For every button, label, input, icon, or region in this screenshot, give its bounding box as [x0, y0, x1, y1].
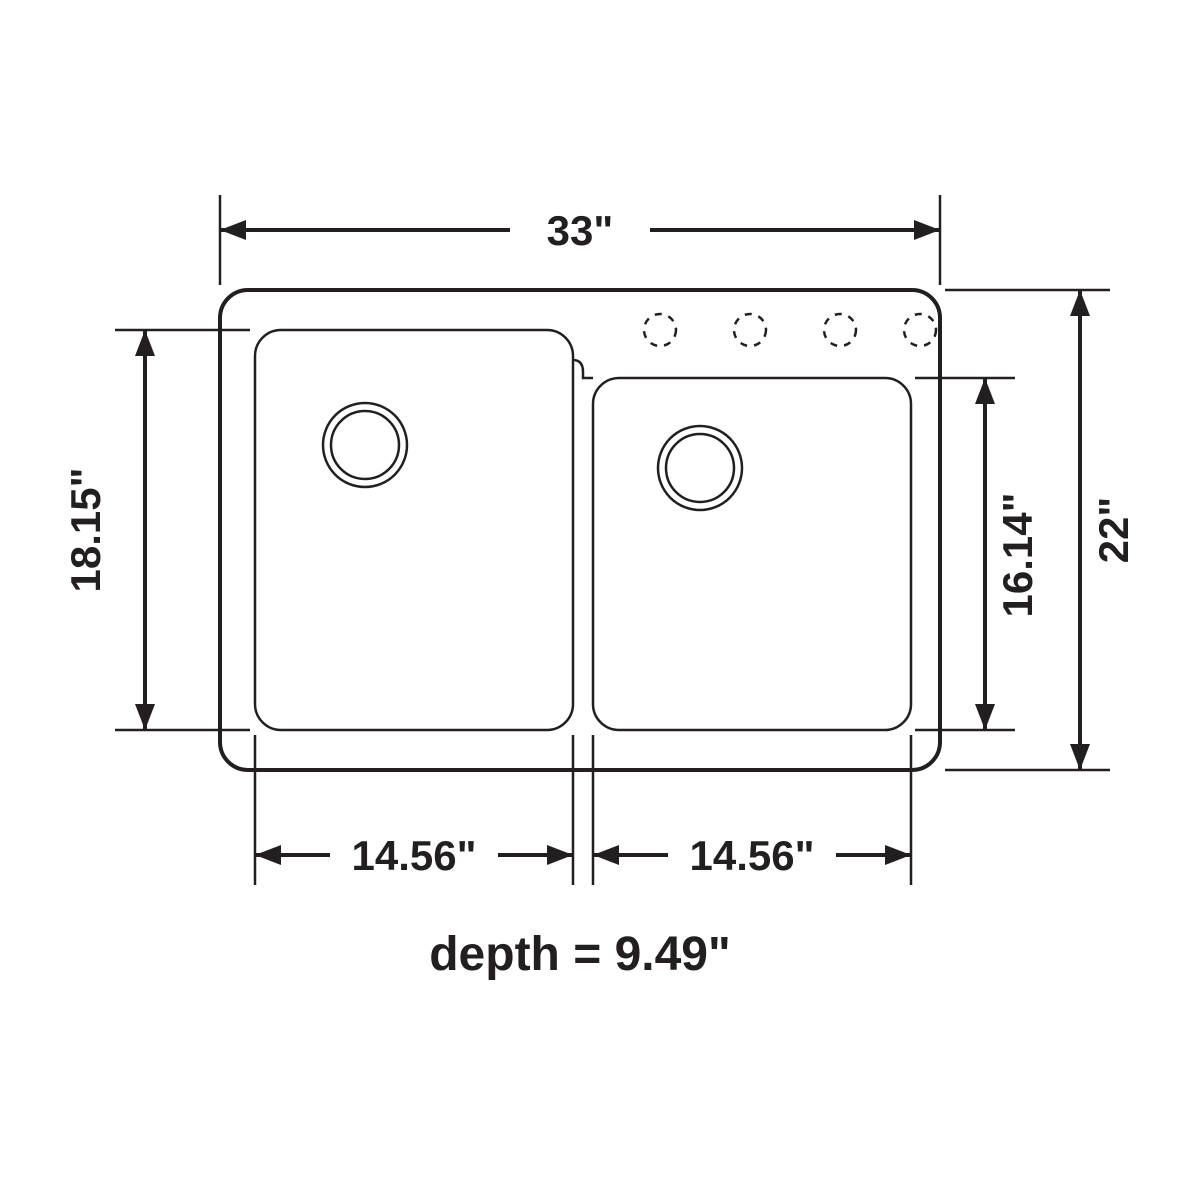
- right-drain: [658, 426, 742, 510]
- dim-right-bowl-width-label: 14.56": [689, 832, 814, 879]
- dim-overall-width: 33": [220, 195, 940, 285]
- dim-overall-height: 22": [945, 290, 1137, 770]
- dim-left-bowl-width-label: 14.56": [351, 832, 476, 879]
- bowl-divider: [573, 360, 593, 378]
- dim-left-bowl-height-label: 18.15": [62, 467, 109, 592]
- right-bowl: [593, 378, 911, 730]
- dim-overall-height-label: 22": [1090, 497, 1137, 564]
- faucet-holes: [644, 314, 936, 346]
- left-drain: [323, 403, 407, 487]
- dim-right-bowl-height-label: 16.14": [994, 492, 1041, 617]
- dim-overall-width-label: 33": [547, 207, 614, 254]
- dim-right-bowl-height: 16.14": [915, 378, 1041, 730]
- dim-right-bowl-width: 14.56": [593, 735, 911, 885]
- left-bowl: [255, 330, 573, 730]
- dim-depth-label: depth = 9.49": [429, 928, 731, 981]
- dim-left-bowl-width: 14.56": [255, 735, 573, 885]
- sink-dimension-diagram: 33" 22" 16.14" 18.15" 14.56": [0, 0, 1200, 1200]
